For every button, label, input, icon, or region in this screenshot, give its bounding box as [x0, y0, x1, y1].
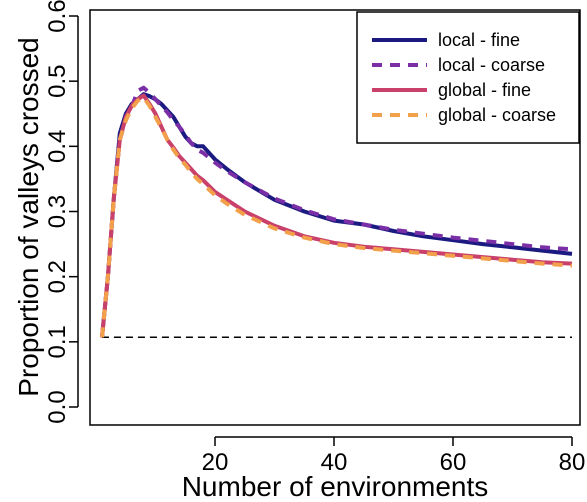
y-tick-label: 0.1	[44, 325, 71, 358]
plot-frame	[89, 9, 581, 426]
legend-box	[356, 11, 580, 144]
x-tick-label: 40	[321, 449, 348, 476]
y-tick-label: 0.0	[44, 390, 71, 423]
legend-label-0: local - fine	[438, 30, 520, 50]
legend-label-2: global - fine	[438, 80, 531, 100]
x-tick-label: 80	[559, 449, 586, 476]
y-tick-label: 0.2	[44, 260, 71, 293]
x-tick-label: 60	[440, 449, 467, 476]
y-tick-label: 0.3	[44, 195, 71, 228]
x-axis: 20 40 60 80	[202, 436, 586, 476]
y-axis-label: Proportion of valleys crossed	[13, 37, 44, 397]
series-line-3	[100, 95, 573, 338]
plot-area	[89, 9, 581, 426]
y-axis: 0.0 0.1 0.2 0.3 0.4 0.5 0.6	[44, 0, 79, 424]
series-lines	[100, 85, 573, 338]
legend-label-3: global - coarse	[438, 105, 556, 125]
legend: local - fine local - coarse global - fine g…	[356, 11, 580, 144]
x-axis-label: Number of environments	[182, 471, 489, 502]
y-tick-label: 0.6	[44, 0, 71, 33]
y-tick-label: 0.4	[44, 130, 71, 163]
y-tick-label: 0.5	[44, 64, 71, 97]
legend-label-1: local - coarse	[438, 55, 545, 75]
x-tick-label: 20	[202, 449, 229, 476]
